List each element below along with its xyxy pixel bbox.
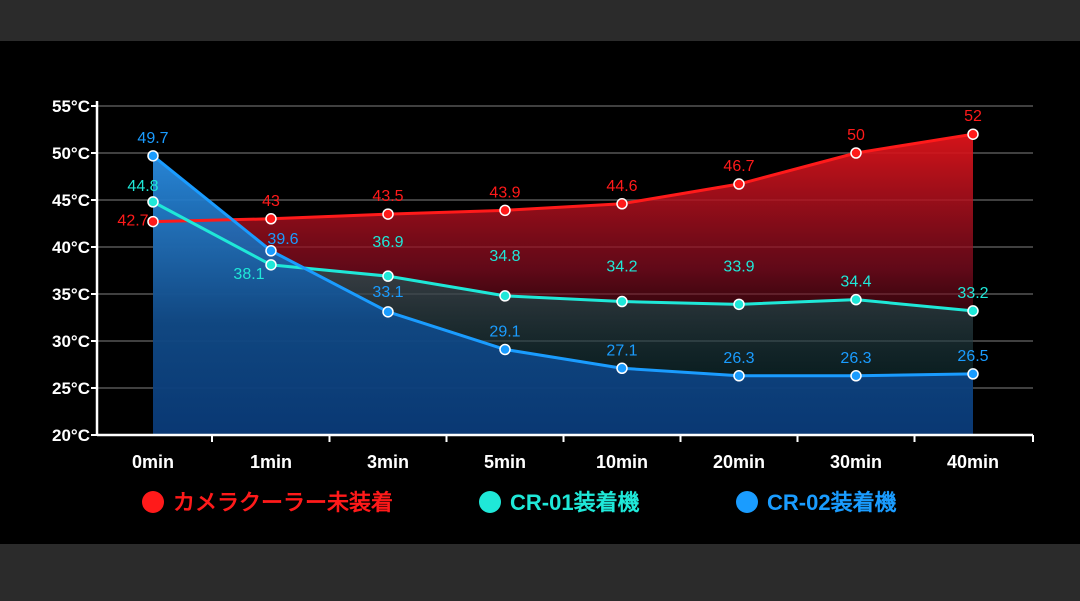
data-point bbox=[265, 213, 277, 225]
data-point bbox=[733, 298, 745, 311]
data-point bbox=[499, 204, 511, 217]
data-point bbox=[850, 147, 862, 159]
data-point bbox=[382, 270, 394, 282]
data-point bbox=[499, 343, 511, 356]
legend-marker bbox=[736, 491, 758, 513]
x-tick-label: 10min bbox=[596, 452, 648, 472]
data-label: 34.2 bbox=[606, 259, 637, 276]
data-label: 39.6 bbox=[267, 231, 298, 248]
data-point bbox=[616, 362, 628, 375]
x-tick-label: 3min bbox=[367, 452, 409, 472]
data-point bbox=[382, 208, 394, 220]
data-label: 33.2 bbox=[957, 285, 988, 302]
axes: 20°C 25°C 30°C 35°C 40°C 45°C 50°C 55°C 0min 1min… bbox=[52, 97, 1034, 472]
data-point bbox=[850, 293, 862, 306]
data-point bbox=[616, 295, 628, 308]
x-tick-label: 40min bbox=[947, 452, 999, 472]
data-label: 42.7 bbox=[117, 213, 148, 230]
data-point bbox=[147, 150, 159, 162]
data-point bbox=[147, 196, 159, 208]
legend: カメラクーラー未装着 CR-01装着機 CR-02装着機 bbox=[142, 490, 897, 515]
data-label: 44.6 bbox=[606, 178, 637, 195]
data-labels: 42.7 43 43.5 43.9 44.6 46.7 50 52 44.8 38.1 36.9 34… bbox=[117, 108, 988, 367]
data-point bbox=[265, 259, 277, 271]
legend-marker bbox=[479, 491, 501, 513]
data-label: 43.9 bbox=[489, 184, 520, 201]
data-label: 46.7 bbox=[723, 158, 754, 175]
y-tick-label: 50°C bbox=[52, 144, 90, 163]
legend-label: カメラクーラー未装着 bbox=[173, 490, 393, 515]
legend-label: CR-01装着機 bbox=[510, 490, 640, 515]
data-points bbox=[147, 128, 979, 382]
data-point bbox=[850, 370, 862, 382]
legend-item: CR-01装着機 bbox=[479, 490, 640, 515]
series-line bbox=[152, 132, 974, 224]
y-tick-label: 20°C bbox=[52, 426, 90, 445]
y-tick-label: 45°C bbox=[52, 191, 90, 210]
data-label: 33.1 bbox=[372, 284, 403, 301]
data-label: 38.1 bbox=[233, 266, 264, 283]
data-label: 52 bbox=[964, 108, 982, 125]
x-tick-label: 20min bbox=[713, 452, 765, 472]
data-point bbox=[616, 198, 628, 210]
data-point bbox=[967, 305, 979, 317]
data-label: 36.9 bbox=[372, 234, 403, 251]
legend-item: カメラクーラー未装着 bbox=[142, 490, 393, 515]
x-tick-label: 1min bbox=[250, 452, 292, 472]
data-point bbox=[733, 370, 745, 382]
data-label: 26.3 bbox=[723, 350, 754, 367]
y-tick-label: 25°C bbox=[52, 379, 90, 398]
x-tick-label: 5min bbox=[484, 452, 526, 472]
data-label: 29.1 bbox=[489, 323, 520, 340]
data-label: 27.1 bbox=[606, 342, 637, 359]
y-tick-label: 35°C bbox=[52, 285, 90, 304]
data-label: 26.5 bbox=[957, 348, 988, 365]
y-tick-label: 30°C bbox=[52, 332, 90, 351]
data-label: 43.5 bbox=[372, 188, 403, 205]
data-point bbox=[382, 306, 394, 318]
y-tick-label: 55°C bbox=[52, 97, 90, 116]
legend-item: CR-02装着機 bbox=[736, 490, 897, 515]
data-point bbox=[147, 215, 159, 228]
data-label: 50 bbox=[847, 127, 865, 144]
data-label: 44.8 bbox=[127, 178, 158, 195]
series-lines bbox=[152, 132, 974, 378]
data-label: 49.7 bbox=[137, 130, 168, 147]
data-point bbox=[967, 128, 979, 140]
data-label: 34.4 bbox=[840, 274, 871, 291]
x-tick-label: 0min bbox=[132, 452, 174, 472]
series-line bbox=[152, 154, 974, 378]
series-area bbox=[153, 155, 973, 435]
y-tick-label: 40°C bbox=[52, 238, 90, 257]
chart-panel: 20°C 25°C 30°C 35°C 40°C 45°C 50°C 55°C 0min 1min… bbox=[0, 41, 1080, 544]
data-label: 26.3 bbox=[840, 350, 871, 367]
legend-marker bbox=[142, 491, 164, 513]
data-label: 33.9 bbox=[723, 258, 754, 275]
data-label: 34.8 bbox=[489, 248, 520, 265]
data-point bbox=[499, 290, 511, 302]
data-point bbox=[967, 368, 979, 380]
series-line bbox=[152, 200, 974, 313]
legend-label: CR-02装着機 bbox=[767, 490, 897, 515]
data-point bbox=[733, 178, 745, 190]
data-label: 43 bbox=[262, 193, 280, 210]
data-point bbox=[265, 245, 277, 257]
x-tick-label: 30min bbox=[830, 452, 882, 472]
temperature-chart: 20°C 25°C 30°C 35°C 40°C 45°C 50°C 55°C 0min 1min… bbox=[52, 97, 1034, 515]
